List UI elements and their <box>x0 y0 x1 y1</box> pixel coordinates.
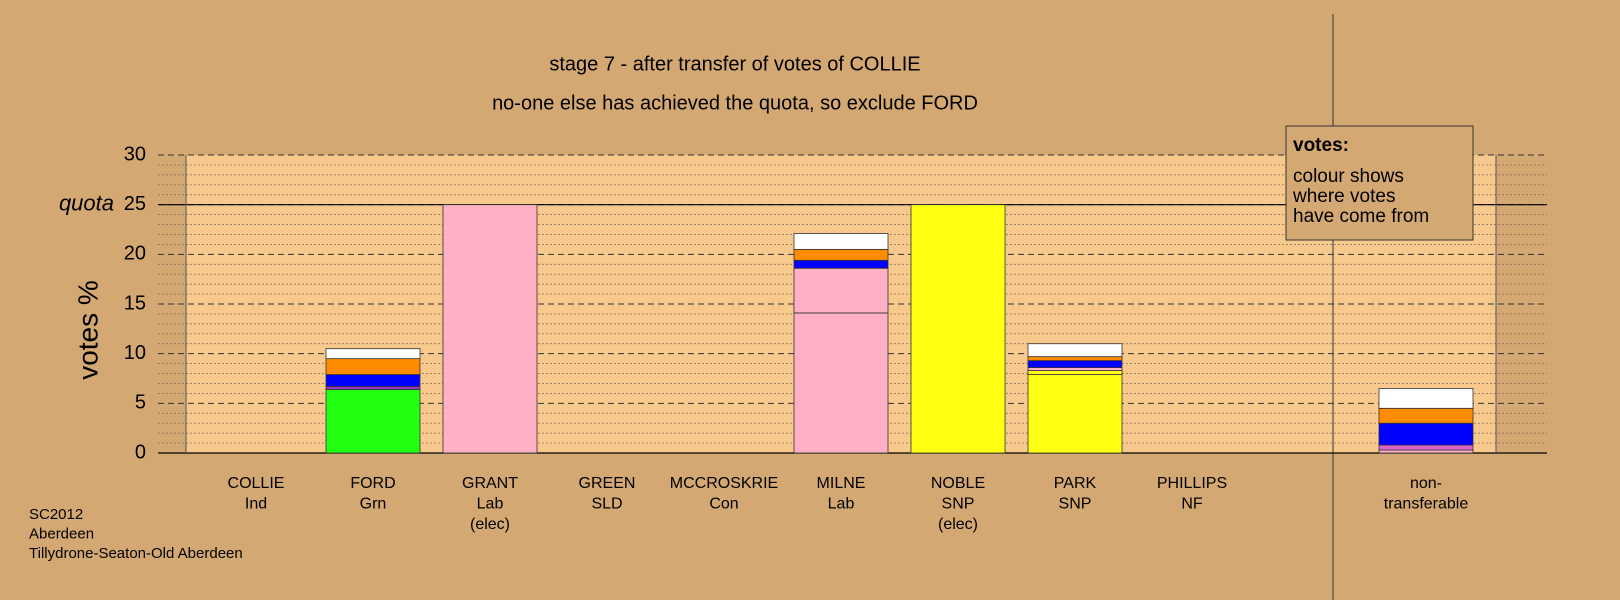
bar-segment <box>1027 374 1123 454</box>
x-tick-label: Ind <box>245 496 267 513</box>
legend-title: votes: <box>1293 135 1349 156</box>
x-tick-label: SLD <box>591 496 622 513</box>
bar-segment <box>1027 356 1123 362</box>
bar-segment <box>793 233 889 250</box>
x-tick-label: SNP <box>1059 496 1092 513</box>
bar-segment <box>793 312 889 454</box>
bar-segment <box>1027 360 1123 368</box>
bar-segment <box>325 348 421 360</box>
x-tick-label: (elec) <box>470 516 510 533</box>
bar-segment <box>910 204 1006 454</box>
bars <box>325 204 1474 454</box>
x-tick-label: transferable <box>1384 496 1469 513</box>
x-tick-label: Lab <box>477 496 504 513</box>
bar-segment <box>793 267 889 314</box>
bar-segment <box>1378 444 1474 451</box>
bar-segment <box>1378 422 1474 446</box>
bar-segment <box>325 389 421 454</box>
bar-segment <box>325 374 421 387</box>
bar-segment <box>442 204 538 454</box>
bar-segment <box>325 386 421 390</box>
x-tick-label: SNP <box>942 496 975 513</box>
legend-text: where votes <box>1292 186 1395 207</box>
y-tick-label: 10 <box>124 342 146 364</box>
footer-text: Tillydrone-Seaton-Old Aberdeen <box>29 545 243 562</box>
x-tick-label: MILNE <box>817 475 866 492</box>
x-tick-label: NF <box>1181 496 1203 513</box>
y-tick-label: 5 <box>135 392 146 414</box>
x-tick-label: Lab <box>828 496 855 513</box>
legend-text: have come from <box>1293 206 1429 227</box>
x-tick-label: (elec) <box>938 516 978 533</box>
x-tick-label: Con <box>709 496 738 513</box>
chart-subtitle: no-one else has achieved the quota, so e… <box>492 92 978 114</box>
footer-text: SC2012 <box>29 506 83 523</box>
chart-title: stage 7 - after transfer of votes of COL… <box>549 53 920 75</box>
bar-segment <box>1027 367 1123 371</box>
bar-segment <box>1378 388 1474 409</box>
x-tick-label: FORD <box>350 475 395 492</box>
y-tick-label: 15 <box>124 292 146 314</box>
x-tick-label: PHILLIPS <box>1157 475 1227 492</box>
quota-label: quota <box>59 190 114 215</box>
bar-segment <box>1378 407 1474 424</box>
x-tick-label: non- <box>1410 475 1442 492</box>
bar-segment <box>1378 449 1474 454</box>
bar-segment <box>1027 370 1123 375</box>
y-axis-label: votes % <box>72 280 103 380</box>
y-tick-label: 30 <box>124 143 146 165</box>
footer: SC2012 Aberdeen Tillydrone-Seaton-Old Aber… <box>29 506 243 562</box>
y-tick-label: 20 <box>124 243 146 265</box>
bar-segment <box>1027 343 1123 358</box>
bar-segment <box>793 248 889 261</box>
legend-text: colour shows <box>1293 166 1404 187</box>
y-tick-label: 0 <box>135 441 146 463</box>
x-tick-label: COLLIE <box>228 475 285 492</box>
bar-segment <box>793 259 889 269</box>
x-tick-label: NOBLE <box>931 475 985 492</box>
legend-box <box>1285 125 1474 241</box>
x-tick-label: MCCROSKRIE <box>670 475 778 492</box>
x-tick-label: Grn <box>360 496 387 513</box>
footer-text: Aberdeen <box>29 525 94 542</box>
x-tick-label: GREEN <box>579 475 636 492</box>
x-tick-label: PARK <box>1054 475 1097 492</box>
bar-segment <box>325 358 421 375</box>
x-tick-label: GRANT <box>462 475 518 492</box>
y-tick-label: 25 <box>124 193 146 215</box>
